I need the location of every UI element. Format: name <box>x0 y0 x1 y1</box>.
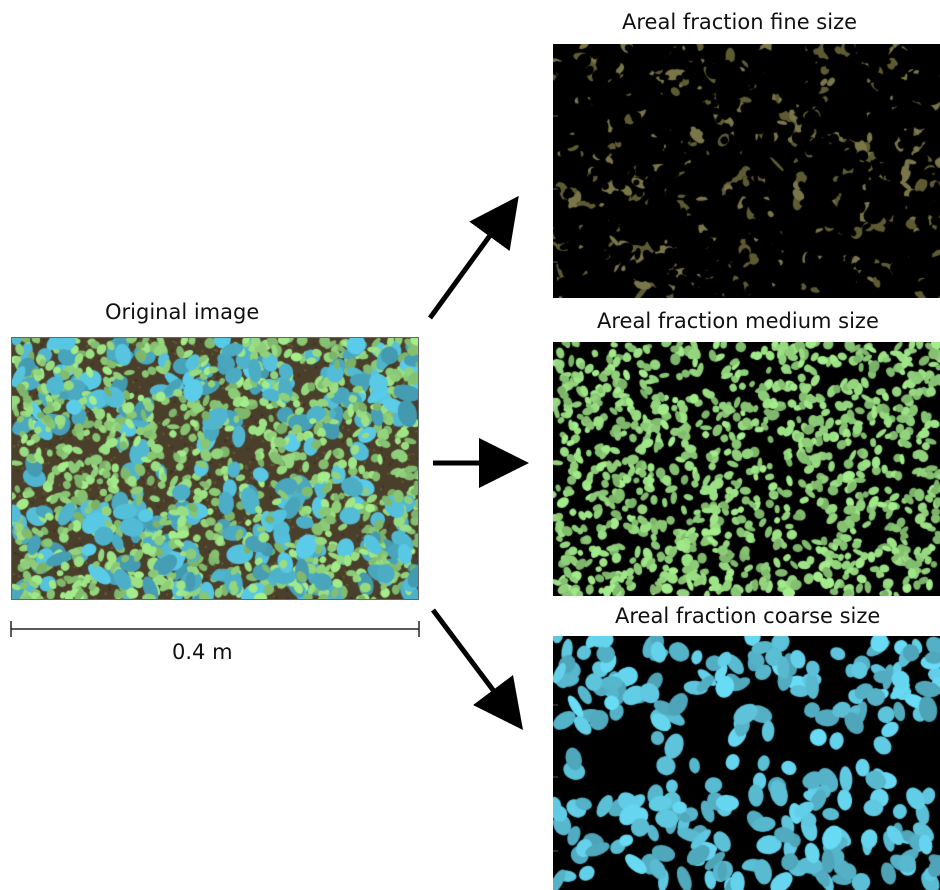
medium-fraction-title: Areal fraction medium size <box>597 309 879 333</box>
scale-bar <box>10 621 420 637</box>
arrow-to-coarse <box>431 608 523 730</box>
fine-fraction-image <box>553 44 940 298</box>
fine-fraction-title: Areal fraction fine size <box>622 10 858 34</box>
original-sediment-image <box>11 337 419 600</box>
coarse-fraction-image <box>553 636 940 890</box>
arrow-to-fine <box>427 195 519 320</box>
scale-bar-label: 0.4 m <box>172 640 233 664</box>
medium-fraction-image <box>553 342 940 596</box>
original-image-title: Original image <box>105 300 260 324</box>
coarse-fraction-title: Areal fraction coarse size <box>615 604 881 628</box>
